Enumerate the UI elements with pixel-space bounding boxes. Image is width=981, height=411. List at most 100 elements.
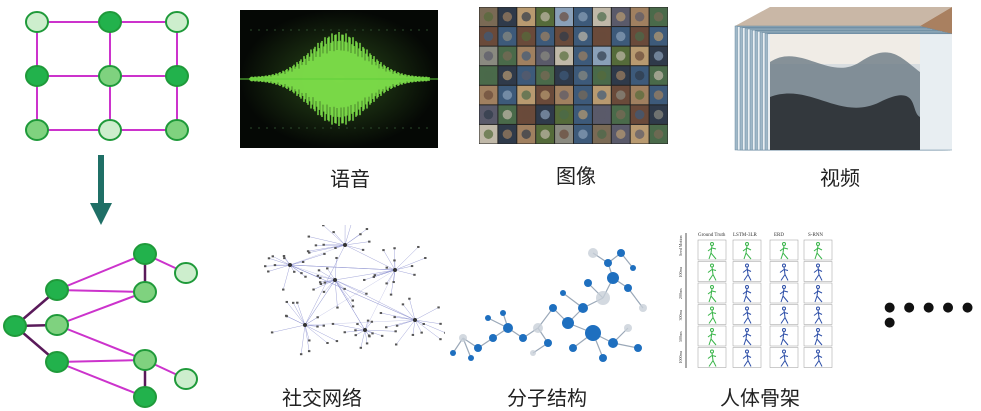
- video-stack-panel: [730, 2, 952, 152]
- image-thumbnail-subject: [540, 51, 549, 60]
- graph-node: [4, 316, 26, 336]
- network-edge: [290, 265, 335, 280]
- image-thumbnail-subject: [597, 129, 606, 138]
- molecule-atom: [569, 344, 577, 352]
- image-thumbnail-subject: [578, 51, 587, 60]
- skeleton-row-label: 1000ms: [678, 350, 683, 363]
- image-thumbnail-subject: [578, 90, 587, 99]
- network-edge: [309, 237, 345, 245]
- molecule-atom: [624, 284, 632, 292]
- network-node: [355, 334, 357, 336]
- network-node: [319, 277, 321, 279]
- ellipsis: ● ● ● ● ● ●: [884, 300, 981, 330]
- network-node: [286, 301, 288, 303]
- image-thumbnail-subject: [597, 12, 606, 21]
- network-node: [385, 282, 387, 284]
- molecule-atom: [578, 303, 588, 313]
- network-node: [356, 323, 358, 325]
- network-node: [322, 244, 324, 246]
- network-node: [304, 276, 306, 278]
- network-node: [285, 315, 287, 317]
- graph-node: [134, 387, 156, 407]
- network-node: [271, 331, 273, 333]
- molecule-atom: [599, 354, 607, 362]
- graph-node: [46, 315, 68, 335]
- network-node: [393, 316, 395, 318]
- molecule-atom: [634, 344, 642, 352]
- network-node: [368, 335, 370, 337]
- skeleton-row-label: 200ms: [678, 288, 683, 299]
- network-node: [320, 283, 322, 285]
- network-edge: [395, 258, 425, 270]
- graph-node: [134, 244, 156, 264]
- video-front-frame: [770, 34, 920, 150]
- image-thumbnail-subject: [484, 12, 493, 21]
- image-thumbnail-subject: [540, 12, 549, 21]
- image-thumbnail-subject: [578, 71, 587, 80]
- network-edge: [409, 299, 415, 320]
- image-thumbnail-subject: [616, 110, 625, 119]
- network-node: [322, 225, 324, 226]
- image-thumbnail-subject: [522, 32, 531, 41]
- audio-waveform-panel: [240, 10, 438, 148]
- molecule-atom: [485, 315, 491, 321]
- grid-node: [26, 120, 48, 140]
- network-node: [336, 340, 338, 342]
- video-stack-icon: [730, 2, 952, 152]
- graph-node: [46, 352, 68, 372]
- molecule-panel: [443, 238, 658, 370]
- network-node: [319, 281, 321, 283]
- network-edge: [273, 256, 290, 265]
- network-edge: [269, 258, 290, 265]
- grid-node: [26, 12, 48, 32]
- network-node: [323, 325, 325, 327]
- network-node: [283, 257, 285, 259]
- image-thumbnail-subject: [503, 129, 512, 138]
- network-node: [386, 267, 388, 269]
- molecule-atom: [503, 323, 513, 333]
- skeleton-panel: Ground Truth LSTM-3LR ERD S-RNN Seed Mot…: [676, 228, 844, 370]
- network-node: [334, 247, 336, 249]
- image-thumbnail-subject: [484, 71, 493, 80]
- network-node: [323, 253, 325, 255]
- caption-image: 图像: [496, 160, 656, 189]
- image-grid-icon: [479, 7, 668, 144]
- molecule-atom: [639, 304, 647, 312]
- network-node: [268, 257, 270, 259]
- molecule-atom: [474, 344, 482, 352]
- image-thumbnail-subject: [578, 129, 587, 138]
- network-node: [300, 353, 302, 355]
- network-hub: [393, 268, 397, 272]
- network-node: [367, 320, 369, 322]
- network-node: [326, 342, 328, 344]
- image-thumbnail-subject: [654, 129, 663, 138]
- graph-node: [134, 350, 156, 370]
- image-thumbnail-subject: [559, 32, 568, 41]
- network-node: [352, 305, 354, 307]
- network-node: [292, 302, 294, 304]
- network-node: [411, 265, 413, 267]
- image-thumbnail-subject: [522, 110, 531, 119]
- network-edge: [381, 313, 415, 320]
- image-thumbnail-subject: [503, 12, 512, 21]
- network-node: [394, 330, 396, 332]
- network-node: [336, 307, 338, 309]
- molecule-atom: [468, 355, 474, 361]
- molecule-atom: [530, 350, 536, 356]
- molecule-atom: [584, 279, 592, 287]
- network-node: [296, 302, 298, 304]
- network-node: [417, 246, 419, 248]
- skeleton-header: ERD: [774, 233, 784, 238]
- skeleton-icon: Ground Truth LSTM-3LR ERD S-RNN Seed Mot…: [676, 228, 844, 370]
- image-thumbnail-subject: [522, 129, 531, 138]
- skeleton-row-label: Seed Motion: [678, 235, 683, 256]
- network-edge: [415, 320, 440, 339]
- caption-molecule: 分子结构: [467, 382, 627, 411]
- graph-node: [175, 263, 197, 283]
- molecule-atom: [544, 339, 552, 347]
- molecule-atom: [607, 272, 619, 284]
- network-node: [282, 289, 284, 291]
- social-network-panel: [245, 225, 445, 375]
- image-thumbnail-subject: [635, 129, 644, 138]
- image-thumbnail-subject: [635, 71, 644, 80]
